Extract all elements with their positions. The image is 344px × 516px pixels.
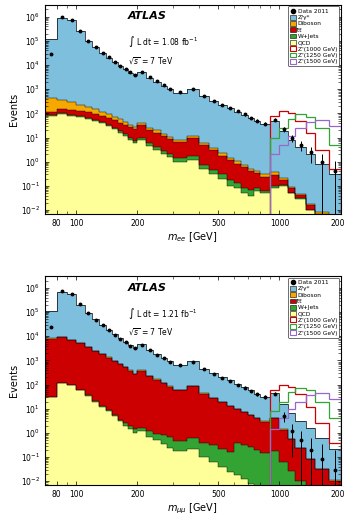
Legend: Data 2011, Z/γ*, Diboson, t̅t̅, W+Jets, QCD, Z'(1000 GeV), Z'(1250 GeV), Z'(1500: Data 2011, Z/γ*, Diboson, t̅t̅, W+Jets, …: [288, 6, 340, 67]
Text: $\sqrt{s}$ = 7 TeV: $\sqrt{s}$ = 7 TeV: [128, 327, 173, 337]
X-axis label: $m_{ee}$ [GeV]: $m_{ee}$ [GeV]: [168, 231, 218, 244]
Text: $\int$ L dt = 1.21 fb$^{-1}$: $\int$ L dt = 1.21 fb$^{-1}$: [128, 305, 197, 320]
Legend: Data 2011, Z/γ*, Diboson, t̅t̅, W+Jets, QCD, Z'(1000 GeV), Z'(1250 GeV), Z'(1500: Data 2011, Z/γ*, Diboson, t̅t̅, W+Jets, …: [288, 278, 340, 337]
X-axis label: $m_{\mu\mu}$ [GeV]: $m_{\mu\mu}$ [GeV]: [167, 502, 218, 516]
Text: ATLAS: ATLAS: [128, 11, 166, 22]
Text: $\int$ L dt = 1.08 fb$^{-1}$: $\int$ L dt = 1.08 fb$^{-1}$: [128, 35, 198, 50]
Text: ATLAS: ATLAS: [128, 283, 166, 293]
Text: $\sqrt{s}$ = 7 TeV: $\sqrt{s}$ = 7 TeV: [128, 55, 173, 66]
Y-axis label: Events: Events: [9, 93, 19, 126]
Y-axis label: Events: Events: [9, 364, 19, 397]
